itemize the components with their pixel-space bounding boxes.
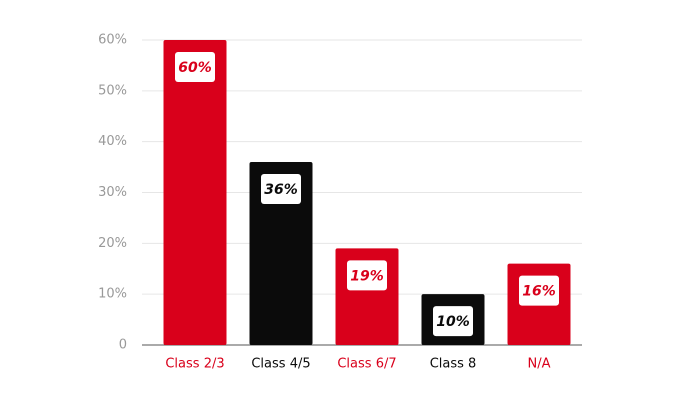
y-tick-label: 30% xyxy=(98,185,127,200)
value-label-box xyxy=(347,260,387,291)
x-tick-label: N/A xyxy=(528,357,551,372)
bar xyxy=(163,40,227,345)
y-tick-label: 50% xyxy=(98,83,127,98)
y-tick-label: 40% xyxy=(98,134,127,149)
value-label-box xyxy=(261,174,301,204)
y-tick-label: 10% xyxy=(98,287,127,302)
bar xyxy=(249,162,313,345)
value-label: 16% xyxy=(522,284,556,300)
value-label: 19% xyxy=(350,268,384,284)
value-label-box xyxy=(519,275,559,306)
value-label: 10% xyxy=(436,314,470,330)
x-tick-label: Class 2/3 xyxy=(165,357,224,372)
value-label: 60% xyxy=(178,60,212,76)
x-tick-label: Class 4/5 xyxy=(251,357,310,372)
value-label-box xyxy=(433,306,473,337)
value-label-box xyxy=(175,52,215,82)
y-tick-label: 60% xyxy=(98,33,127,48)
value-label: 36% xyxy=(264,182,298,198)
x-tick-label: Class 8 xyxy=(430,357,477,372)
y-tick-label: 0 xyxy=(119,338,127,353)
y-tick-label: 20% xyxy=(98,236,127,251)
x-tick-label: Class 6/7 xyxy=(337,357,396,372)
